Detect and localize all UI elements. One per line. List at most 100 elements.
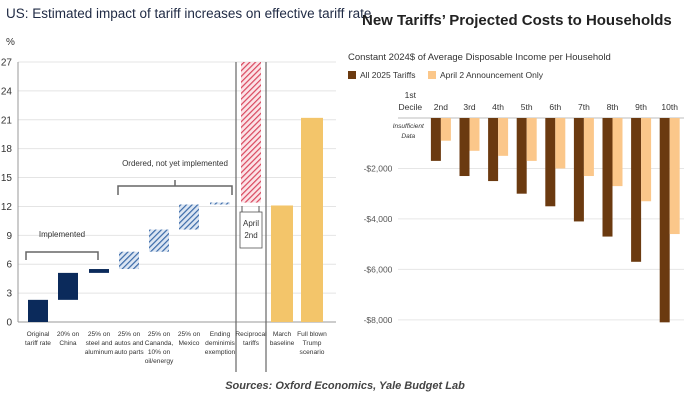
- left-y-tick-label: 21: [1, 115, 13, 126]
- right-bar-s1-9: [669, 118, 680, 235]
- right-x-tick-label-8: 9th: [635, 102, 647, 112]
- left-x-tick-label-4: oil/energy: [145, 358, 174, 365]
- left-bar-7: [241, 62, 261, 203]
- right-x-tick-label-5: 6th: [549, 102, 561, 112]
- right-bar-s0-6: [573, 118, 584, 222]
- left-x-tick-label-9: scenario: [300, 349, 325, 356]
- legend-item-all-2025: All 2025 Tariffs: [348, 70, 415, 80]
- right-x-tick-label-3: 4th: [492, 102, 504, 112]
- right-chart-panel: New Tariffs’ Projected Costs to Househol…: [340, 0, 690, 380]
- left-chart-panel: US: Estimated impact of tariff increases…: [0, 0, 371, 380]
- left-x-tick-label-7: Reciprocal: [235, 331, 267, 338]
- left-x-tick-label-8: baseline: [270, 340, 295, 347]
- left-chart-title: US: Estimated impact of tariff increases…: [6, 6, 372, 21]
- left-x-tick-label-2: steel and: [86, 340, 113, 347]
- left-bar-3: [119, 251, 139, 270]
- right-bar-s0-2: [459, 118, 470, 177]
- right-x-tick-label-0: 1st: [405, 90, 417, 100]
- right-x-tick-label-0: Decile: [398, 102, 422, 112]
- insufficient-data-note: Data: [401, 133, 415, 140]
- left-bar-9: [301, 117, 323, 322]
- left-y-tick-label: 27: [1, 58, 13, 69]
- left-x-tick-label-6: Ending: [210, 331, 231, 338]
- right-x-tick-label-4: 5th: [521, 102, 533, 112]
- left-bar-5: [179, 204, 199, 230]
- left-bar-8: [271, 205, 293, 322]
- right-bar-s1-5: [555, 118, 566, 169]
- left-x-tick-label-5: 25% on: [178, 331, 201, 338]
- left-x-tick-label-4: 25% on: [148, 331, 171, 338]
- left-x-tick-label-9: Trump: [303, 340, 322, 347]
- left-x-tick-label-3: 25% on: [118, 331, 141, 338]
- left-x-tick-label-9: Full blown: [297, 331, 327, 338]
- right-y-tick-label: -$8,000: [364, 315, 393, 325]
- left-y-tick-label: 6: [6, 260, 12, 271]
- left-x-tick-label-3: auto parts: [114, 349, 144, 356]
- left-bar-0: [28, 299, 48, 322]
- left-y-tick-label: 24: [1, 86, 13, 97]
- left-y-tick-label: 0: [6, 318, 12, 329]
- right-chart-title: New Tariffs’ Projected Costs to Househol…: [362, 12, 672, 29]
- right-bar-s0-7: [602, 118, 613, 237]
- right-chart-svg: -$2,000 -$4,000 -$6,000 -$8,000 1st Decile 2nd…: [364, 90, 684, 325]
- ordered-label: Ordered, not yet implemented: [122, 159, 228, 168]
- right-bar-s1-4: [526, 118, 537, 161]
- implemented-label: Implemented: [39, 230, 85, 239]
- right-bar-s0-9: [659, 118, 670, 323]
- right-x-tick-label-2: 3rd: [463, 102, 476, 112]
- left-bar-2: [89, 269, 109, 273]
- left-y-unit-label: %: [6, 37, 15, 48]
- right-x-tick-label-7: 8th: [607, 102, 619, 112]
- april-2nd-label: April: [243, 219, 259, 228]
- right-y-tick-label: -$6,000: [364, 264, 393, 274]
- right-bar-s0-1: [430, 118, 441, 161]
- april-2nd-tick: [241, 206, 260, 212]
- left-y-tick-label: 18: [1, 144, 13, 155]
- left-y-tick-label: 9: [6, 231, 12, 242]
- right-bar-s0-5: [545, 118, 556, 207]
- left-x-tick-label-1: 20% on: [57, 331, 80, 338]
- legend-label-all-2025: All 2025 Tariffs: [360, 70, 416, 80]
- left-y-tick-label: 15: [1, 173, 13, 184]
- right-bar-s0-4: [516, 118, 527, 194]
- left-x-tick-label-2: aluminum: [85, 349, 114, 356]
- right-bar-s1-1: [440, 118, 451, 141]
- right-y-tick-label: -$4,000: [364, 214, 393, 224]
- left-chart-svg: % 0 3 6 9 12 15 18 21 24 27 Original tariff rate 20% …: [1, 37, 336, 372]
- legend-label-april-2: April 2 Announcement Only: [440, 70, 544, 80]
- right-y-tick-label: -$2,000: [364, 163, 393, 173]
- right-chart-subtitle: Constant 2024$ of Average Disposable Inc…: [348, 52, 611, 63]
- left-x-tick-label-0: tariff rate: [25, 340, 51, 347]
- right-bar-s1-7: [612, 118, 623, 187]
- left-x-tick-label-2: 25% on: [88, 331, 111, 338]
- right-bar-s1-3: [498, 118, 509, 156]
- left-x-tick-label-1: China: [59, 340, 77, 347]
- left-x-tick-label-7: tariffs: [243, 340, 260, 347]
- ordered-bracket: [117, 185, 233, 195]
- left-bar-6: [210, 202, 230, 205]
- legend-swatch-all-2025: [348, 71, 356, 79]
- legend-item-april-2: April 2 Announcement Only: [428, 70, 543, 80]
- left-x-tick-label-8: March: [273, 331, 292, 338]
- left-x-tick-label-5: Mexico: [179, 340, 200, 347]
- legend-swatch-april-2: [428, 71, 436, 79]
- right-bar-s0-8: [631, 118, 642, 262]
- right-bar-s1-2: [469, 118, 480, 151]
- implemented-bracket: [25, 251, 99, 260]
- left-bar-4: [149, 229, 169, 252]
- right-x-tick-label-9: 10th: [661, 102, 678, 112]
- left-x-tick-label-4: 10% on: [148, 349, 171, 356]
- right-x-tick-label-1: 2nd: [434, 102, 448, 112]
- right-bar-s0-3: [488, 118, 499, 182]
- left-y-tick-label: 12: [1, 202, 13, 213]
- april-2nd-label: 2nd: [244, 231, 257, 240]
- left-y-tick-label: 3: [6, 289, 12, 300]
- april-2nd-box: [239, 211, 263, 249]
- right-x-tick-label-6: 7th: [578, 102, 590, 112]
- left-bar-1: [58, 272, 78, 300]
- left-x-tick-label-3: autos and: [115, 340, 144, 347]
- left-x-tick-label-6: exemption: [205, 349, 236, 356]
- sources-caption: Sources: Oxford Economics, Yale Budget L…: [225, 380, 465, 392]
- right-bar-s1-8: [641, 118, 652, 202]
- right-bar-s1-6: [583, 118, 594, 177]
